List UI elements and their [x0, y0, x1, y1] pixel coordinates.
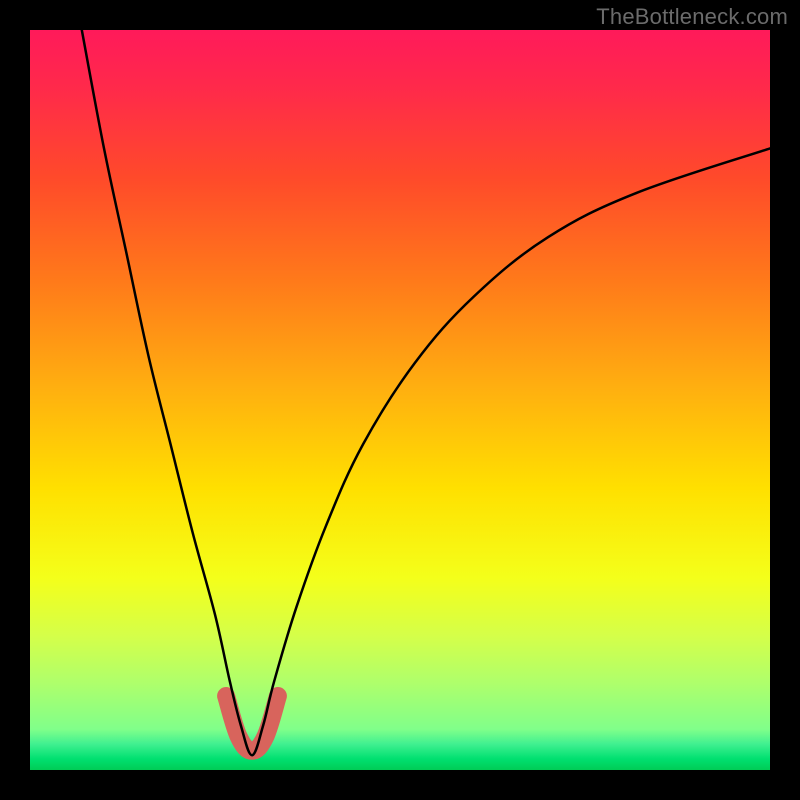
gradient-plot-area: [30, 30, 770, 770]
watermark-text: TheBottleneck.com: [596, 4, 788, 30]
chart-canvas: TheBottleneck.com: [0, 0, 800, 800]
bottleneck-chart-svg: [0, 0, 800, 800]
